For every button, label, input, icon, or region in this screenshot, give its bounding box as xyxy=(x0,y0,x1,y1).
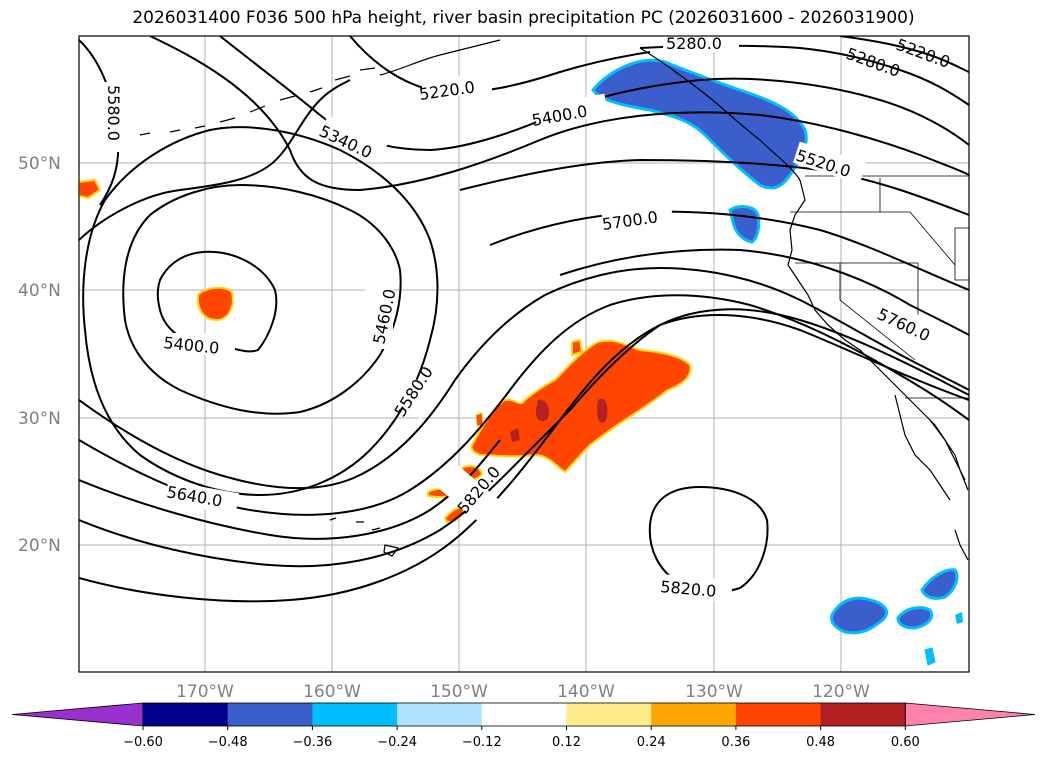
precip-area-subtropical-band xyxy=(470,339,692,474)
contour-5760 xyxy=(559,248,969,336)
contour-5220-east xyxy=(839,36,969,73)
colorbar-tick-label: −0.24 xyxy=(377,735,417,750)
colorbar-segment xyxy=(481,703,567,726)
contour-5520-east xyxy=(459,158,969,216)
colorbar-tick-label: 0.12 xyxy=(552,735,581,750)
contour-5400-low xyxy=(156,250,278,353)
colorbar-segment xyxy=(312,703,398,726)
colorbar-outline xyxy=(142,702,906,727)
contour-5820 xyxy=(79,313,969,603)
contour-5520-loop xyxy=(82,126,439,497)
colorbar-tick-label: −0.12 xyxy=(462,735,502,750)
contour-label-5580-nw: 5580.0 xyxy=(104,85,123,141)
precip-area-baja-mid xyxy=(896,606,934,630)
precip-area-baja-west xyxy=(830,596,888,635)
lat-label-40n: 40°N xyxy=(18,281,61,301)
lat-label-30n: 30°N xyxy=(18,409,61,429)
colorbar-extend-low xyxy=(11,702,144,727)
colorbar-tick-label: 0.60 xyxy=(891,735,920,750)
lat-label-20n: 20°N xyxy=(18,536,61,556)
contour-label-5280-top: 5280.0 xyxy=(666,34,722,53)
lon-label-120w: 120°W xyxy=(812,682,870,702)
precip-area-band-embedded xyxy=(535,399,550,422)
lon-label-150w: 150°W xyxy=(430,682,488,702)
coastline-gulf-california xyxy=(929,419,966,481)
border-montana xyxy=(954,227,969,281)
precip-area-mexico xyxy=(920,568,959,600)
colorbar-tick-label: −0.60 xyxy=(123,735,163,750)
height-contours xyxy=(79,36,969,603)
coastline-hawaii xyxy=(329,517,400,557)
colorbar-segment xyxy=(566,703,652,726)
map-content: 5580.0 5280.0 5220.0 5280.0 5220.0 5400.… xyxy=(79,34,969,672)
colorbar: −0.60 −0.48 −0.36 −0.24 −0.12 0.12 0.24 0.36 0.4… xyxy=(11,702,1036,750)
latitude-labels: 50°N 40°N 30°N 20°N xyxy=(18,154,61,556)
coastline-aleutians xyxy=(139,67,376,136)
contour-label-5820-closed: 5820.0 xyxy=(660,577,717,601)
colorbar-segment xyxy=(143,703,229,726)
precip-area-dateline-west xyxy=(79,178,102,200)
lon-label-140w: 140°W xyxy=(557,682,615,702)
colorbar-tick-label: 0.36 xyxy=(721,735,750,750)
lon-label-130w: 130°W xyxy=(685,682,743,702)
contour-5580 xyxy=(79,266,969,490)
contour-5400-north xyxy=(149,36,969,192)
precip-area-small-north xyxy=(571,338,584,357)
colorbar-segment xyxy=(397,703,483,726)
precip-area-band-embedded-3 xyxy=(510,428,520,442)
lon-label-160w: 160°W xyxy=(303,682,361,702)
contour-5520 xyxy=(79,79,351,241)
coastline-mexico xyxy=(954,529,969,561)
precip-negative-areas xyxy=(591,58,963,666)
border-idaho xyxy=(880,211,956,266)
contour-5760-south xyxy=(79,308,969,568)
colorbar-segment xyxy=(735,703,822,726)
precip-area-mexico-small xyxy=(924,647,936,666)
border-california-nevada xyxy=(839,263,916,361)
lon-label-170w: 170°W xyxy=(176,682,234,702)
precip-area-pacific-northwest xyxy=(591,58,808,190)
map-frame xyxy=(78,35,970,673)
colorbar-extend-high xyxy=(904,702,1036,727)
colorbar-tick-label: −0.48 xyxy=(208,735,248,750)
precip-area-central-pacific-low xyxy=(196,286,234,322)
contour-5460 xyxy=(122,183,402,415)
colorbar-segment xyxy=(227,703,313,726)
precip-area-sierra xyxy=(955,612,963,624)
coastline-alaska-peninsula xyxy=(379,39,501,76)
border-nevada-east xyxy=(880,262,919,330)
precip-area-band-embedded-2 xyxy=(597,398,608,423)
colorbar-segment xyxy=(651,703,737,726)
longitude-labels: 170°W 160°W 150°W 140°W 130°W 120°W xyxy=(176,682,870,702)
coastline-baja xyxy=(894,394,951,501)
colorbar-segment xyxy=(820,703,906,726)
contour-labels: 5580.0 5280.0 5220.0 5280.0 5220.0 5400.… xyxy=(102,34,953,603)
map-title: 2026031400 F036 500 hPa height, river ba… xyxy=(132,8,915,28)
contour-5640 xyxy=(79,294,969,516)
contour-5220-ak xyxy=(349,36,651,94)
colorbar-tick-label: 0.24 xyxy=(637,735,666,750)
contour-5700 xyxy=(489,210,969,291)
colorbar-tick-label: 0.48 xyxy=(806,735,835,750)
colorbar-tick-label: −0.36 xyxy=(292,735,332,750)
lat-label-50n: 50°N xyxy=(18,154,61,174)
